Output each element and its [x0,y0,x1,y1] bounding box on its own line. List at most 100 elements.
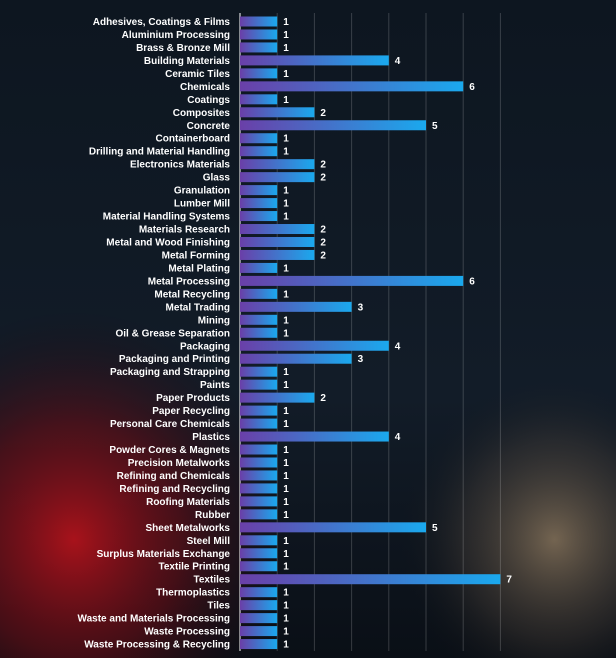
value-label: 1 [283,43,289,54]
value-label: 1 [283,30,289,41]
category-label: Waste and Materials Processing [78,614,230,625]
category-label: Roofing Materials [146,497,230,508]
bar [240,379,278,390]
category-label: Waste Processing & Recycling [84,640,230,651]
category-label: Concrete [187,121,231,132]
value-label: 4 [395,432,401,443]
value-label: 1 [283,289,289,300]
value-label: 1 [283,627,289,638]
category-label: Adhesives, Coatings & Films [93,17,231,28]
bar [240,509,278,520]
bar [240,457,278,468]
category-label: Paints [200,380,230,391]
category-label: Thermoplastics [156,588,230,599]
category-label: Electronics Materials [130,160,230,171]
value-label: 1 [283,212,289,223]
value-label: 1 [283,471,289,482]
value-label: 2 [320,108,326,119]
value-label: 1 [283,328,289,339]
bar [240,249,315,260]
bar [240,55,389,66]
bar [240,535,278,546]
category-label: Aluminium Processing [122,30,230,41]
bar [240,146,278,157]
bar [240,68,278,79]
value-label: 1 [283,69,289,80]
value-label: 1 [283,199,289,210]
category-label: Composites [173,108,231,119]
category-label: Glass [203,173,231,184]
bar [240,94,278,105]
value-label: 1 [283,497,289,508]
value-label: 6 [469,276,475,287]
category-label: Plastics [192,432,230,443]
category-label: Coatings [187,95,230,106]
bar [240,120,426,131]
category-label: Precision Metalworks [128,458,231,469]
bars [240,16,501,650]
value-label: 1 [283,614,289,625]
category-label: Personal Care Chemicals [110,419,230,430]
bar [240,626,278,637]
bar [240,262,278,273]
value-label: 5 [432,121,438,132]
value-label: 1 [283,601,289,612]
value-label: 1 [283,445,289,456]
bar [240,301,352,312]
bar [240,159,315,170]
bar [240,172,315,183]
bar [240,16,278,27]
category-label: Metal Forming [162,250,230,261]
category-labels: Adhesives, Coatings & Films Aluminium Pro… [78,17,231,651]
value-label: 7 [506,575,512,586]
bar [240,81,464,92]
bar [240,29,278,40]
bar [240,444,278,455]
value-label: 5 [432,523,438,534]
bar [240,561,278,572]
value-label: 1 [283,549,289,560]
category-label: Metal Trading [166,302,230,313]
category-label: Sheet Metalworks [146,523,231,534]
bar [240,211,278,222]
bar [240,236,315,247]
category-label: Textiles [194,575,231,586]
value-label: 4 [395,56,401,67]
category-label: Brass & Bronze Mill [136,43,230,54]
bar [240,42,278,53]
category-label: Refining and Recycling [119,484,230,495]
value-label: 4 [395,341,401,352]
bar [240,405,278,416]
category-label: Metal Processing [148,276,230,287]
value-label: 2 [320,225,326,236]
category-label: Building Materials [144,56,231,67]
category-label: Metal Recycling [154,289,230,300]
category-label: Containerboard [156,134,230,145]
category-label: Material Handling Systems [103,212,231,223]
value-label: 1 [283,640,289,651]
value-label: 6 [469,82,475,93]
value-label: 1 [283,588,289,599]
value-label: 1 [283,367,289,378]
bar [240,613,278,624]
bar [240,288,278,299]
bar [240,392,315,403]
category-label: Mining [198,315,230,326]
value-label: 3 [358,302,364,313]
bar [240,185,278,196]
category-label: Refining and Chemicals [117,471,231,482]
value-label: 2 [320,173,326,184]
value-label: 1 [283,536,289,547]
bar [240,418,278,429]
bar [240,224,315,235]
bar [240,327,278,338]
value-label: 1 [283,510,289,521]
category-label: Waste Processing [144,627,230,638]
category-label: Textile Printing [159,562,231,573]
bar [240,314,278,325]
bar [240,522,426,533]
category-label: Powder Cores & Magnets [109,445,230,456]
bar [240,587,278,598]
category-label: Paper Recycling [152,406,230,417]
